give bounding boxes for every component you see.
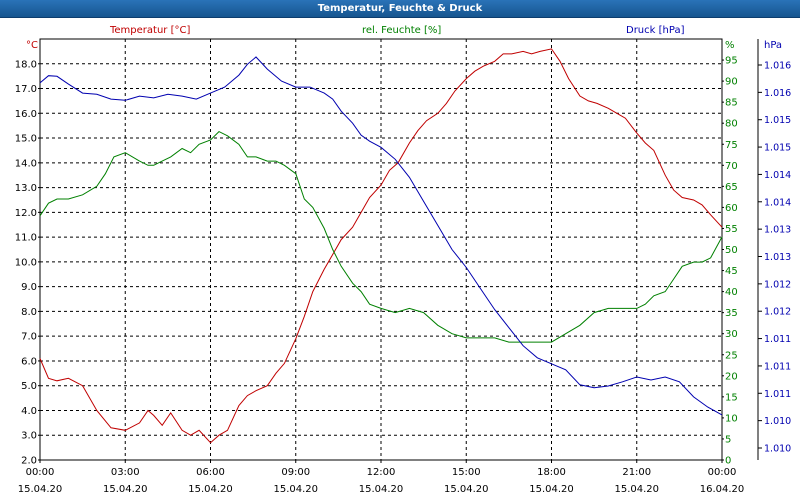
x-tick-time: 21:00 [622, 467, 651, 478]
pressure-tick-label: 1.010 [764, 444, 791, 455]
humidity-tick-label: 40 [725, 287, 738, 298]
temperature-tick-label: 5.0 [21, 381, 37, 392]
humidity-unit-label: % [725, 40, 735, 51]
pressure-tick-label: 1.013 [764, 225, 791, 236]
temperature-tick-label: 12.0 [15, 208, 37, 219]
temperature-axis-title: Temperatur [°C] [109, 25, 190, 36]
pressure-tick-label: 1.015 [764, 115, 791, 126]
humidity-tick-label: 80 [725, 119, 738, 130]
x-tick-date: 15.04.20 [188, 484, 233, 495]
x-tick-time: 03:00 [111, 467, 140, 478]
temperature-series-line [39, 48, 723, 444]
temperature-tick-label: 13.0 [15, 183, 37, 194]
pressure-tick-label: 1.011 [764, 361, 791, 372]
humidity-tick-label: 70 [725, 161, 738, 172]
x-tick-time: 12:00 [367, 467, 396, 478]
humidity-tick-label: 25 [725, 350, 738, 361]
humidity-tick-label: 10 [725, 413, 738, 424]
temperature-tick-label: 6.0 [21, 356, 37, 367]
humidity-tick-label: 90 [725, 77, 738, 88]
window-title: Temperatur, Feuchte & Druck [0, 0, 800, 18]
temperature-tick-label: 11.0 [15, 233, 37, 244]
temperature-tick-label: 18.0 [15, 59, 37, 70]
x-tick-time: 18:00 [537, 467, 566, 478]
temperature-tick-label: 8.0 [21, 307, 37, 318]
x-tick-time: 15:00 [452, 467, 481, 478]
humidity-tick-label: 45 [725, 266, 738, 277]
pressure-series-line [39, 56, 723, 416]
humidity-tick-label: 0 [725, 456, 731, 467]
humidity-series-line [39, 130, 723, 343]
humidity-tick-label: 85 [725, 98, 738, 109]
humidity-tick-label: 5 [725, 434, 731, 445]
humidity-tick-label: 20 [725, 371, 738, 382]
pressure-tick-label: 1.014 [764, 197, 791, 208]
temperature-tick-label: 14.0 [15, 158, 37, 169]
pressure-tick-label: 1.013 [764, 252, 791, 263]
x-tick-date: 15.04.20 [529, 484, 574, 495]
x-tick-date: 15.04.20 [18, 484, 63, 495]
humidity-tick-label: 65 [725, 182, 738, 193]
pressure-tick-label: 1.016 [764, 61, 791, 72]
humidity-tick-label: 60 [725, 203, 738, 214]
pressure-axis-title: Druck [hPa] [626, 25, 685, 36]
x-tick-date: 15.04.20 [359, 484, 404, 495]
temperature-tick-label: 4.0 [21, 406, 37, 417]
pressure-unit-label: hPa [764, 40, 782, 51]
temperature-tick-label: 10.0 [15, 257, 37, 268]
pressure-tick-label: 1.011 [764, 334, 791, 345]
pressure-tick-label: 1.012 [764, 279, 791, 290]
x-tick-time: 06:00 [196, 467, 225, 478]
temperature-tick-label: 3.0 [21, 431, 37, 442]
temperature-unit-label: °C [26, 40, 38, 51]
temperature-tick-label: 15.0 [15, 134, 37, 145]
temperature-tick-label: 2.0 [21, 456, 37, 467]
x-tick-date: 15.04.20 [444, 484, 489, 495]
humidity-axis-title: rel. Feuchte [%] [362, 25, 441, 36]
temperature-tick-label: 16.0 [15, 109, 37, 120]
humidity-tick-label: 50 [725, 245, 738, 256]
humidity-tick-label: 55 [725, 224, 738, 235]
x-tick-time: 00:00 [708, 467, 737, 478]
temperature-tick-label: 7.0 [21, 332, 37, 343]
humidity-tick-label: 75 [725, 140, 738, 151]
pressure-tick-label: 1.012 [764, 307, 791, 318]
x-tick-time: 00:00 [26, 467, 55, 478]
pressure-tick-label: 1.015 [764, 143, 791, 154]
pressure-tick-label: 1.014 [764, 170, 791, 181]
x-tick-date: 16.04.20 [700, 484, 745, 495]
x-tick-time: 09:00 [281, 467, 310, 478]
humidity-tick-label: 95 [725, 56, 738, 67]
pressure-tick-label: 1.016 [764, 88, 791, 99]
temperature-tick-label: 17.0 [15, 84, 37, 95]
x-tick-date: 15.04.20 [273, 484, 318, 495]
humidity-tick-label: 30 [725, 329, 738, 340]
pressure-tick-label: 1.011 [764, 389, 791, 400]
pressure-tick-label: 1.010 [764, 416, 791, 427]
x-tick-date: 15.04.20 [103, 484, 148, 495]
x-tick-date: 15.04.20 [614, 484, 659, 495]
humidity-tick-label: 35 [725, 308, 738, 319]
temperature-tick-label: 9.0 [21, 282, 37, 293]
humidity-tick-label: 15 [725, 392, 738, 403]
